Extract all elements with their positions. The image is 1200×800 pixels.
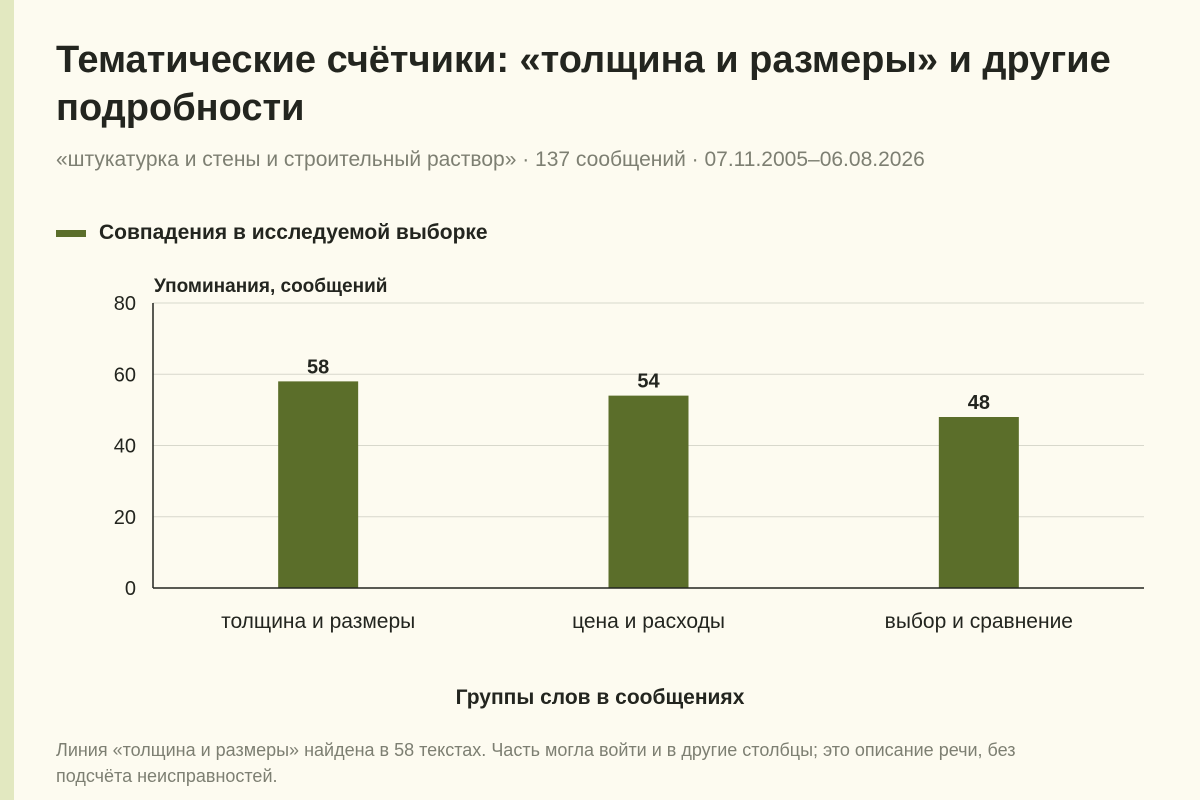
x-tick-label: толщина и размеры: [221, 610, 415, 633]
bar: [938, 417, 1019, 588]
bar: [608, 395, 689, 588]
y-tick-label: 60: [114, 364, 136, 386]
y-axis-label: Упоминания, сообщений: [154, 276, 387, 297]
x-tick-labels: толщина и размеры цена и расходы выбор и с…: [221, 610, 1073, 633]
y-tick-labels: 0 20 40 60 80: [114, 293, 136, 600]
legend-label: Совпадения в исследуемой выборке: [99, 221, 488, 244]
legend-swatch: [56, 229, 86, 237]
bars: [278, 381, 1019, 588]
legend: Совпадения в исследуемой выборке: [56, 219, 488, 247]
y-tick-label: 80: [114, 293, 136, 315]
footnote: Линия «толщина и размеры» найдена в 58 т…: [56, 740, 1016, 786]
x-axis-label: Группы слов в сообщениях: [455, 686, 745, 709]
x-tick-label: выбор и сравнение: [885, 610, 1073, 633]
y-tick-label: 40: [114, 436, 136, 458]
y-tick-label: 0: [125, 578, 136, 600]
chart-subtitle: «штукатурка и стены и строительный раств…: [56, 148, 925, 171]
x-tick-label: цена и расходы: [572, 610, 725, 633]
chart-title: Тематические счётчики: «толщина и размер…: [56, 39, 1111, 129]
edge-strip: [0, 0, 14, 800]
y-tick-label: 20: [114, 507, 136, 529]
data-label: 58: [307, 356, 329, 378]
data-label: 48: [968, 392, 990, 414]
data-labels: 58 54 48: [307, 356, 990, 414]
bar: [278, 381, 359, 588]
data-label: 54: [637, 371, 660, 393]
